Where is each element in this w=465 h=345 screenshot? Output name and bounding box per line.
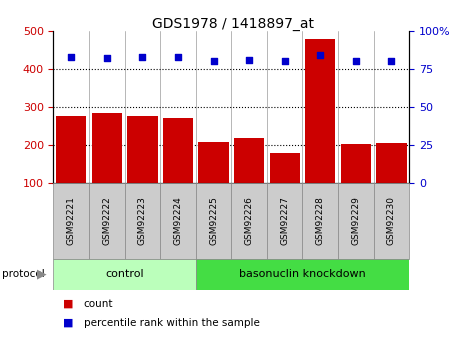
Bar — [267, 183, 303, 259]
Bar — [196, 259, 409, 290]
Point — [139, 54, 146, 60]
Point — [174, 54, 182, 60]
Bar — [53, 259, 196, 290]
Bar — [196, 183, 232, 259]
Text: percentile rank within the sample: percentile rank within the sample — [84, 318, 259, 327]
Bar — [127, 116, 158, 183]
Text: GSM92226: GSM92226 — [245, 196, 253, 245]
Bar — [53, 183, 89, 259]
Point — [246, 57, 253, 63]
Text: GDS1978 / 1418897_at: GDS1978 / 1418897_at — [152, 17, 313, 31]
Text: control: control — [105, 269, 144, 279]
Point — [281, 59, 288, 64]
Bar — [303, 183, 338, 259]
Text: ■: ■ — [63, 299, 73, 308]
Text: GSM92225: GSM92225 — [209, 196, 218, 245]
Text: protocol: protocol — [2, 269, 45, 279]
Point — [210, 59, 217, 64]
Bar — [305, 39, 335, 183]
Point — [67, 54, 75, 60]
Bar — [234, 138, 264, 183]
Bar — [163, 118, 193, 183]
Text: ▶: ▶ — [37, 268, 47, 281]
Text: GSM92227: GSM92227 — [280, 196, 289, 245]
Text: GSM92224: GSM92224 — [173, 196, 182, 245]
Bar — [338, 183, 374, 259]
Bar — [125, 183, 160, 259]
Point — [352, 59, 359, 64]
Bar — [160, 183, 196, 259]
Bar — [92, 114, 122, 183]
Text: GSM92223: GSM92223 — [138, 196, 147, 245]
Bar — [89, 183, 125, 259]
Text: count: count — [84, 299, 113, 308]
Bar — [341, 144, 371, 183]
Text: GSM92221: GSM92221 — [67, 196, 76, 245]
Text: GSM92230: GSM92230 — [387, 196, 396, 245]
Bar — [270, 153, 300, 183]
Text: basonuclin knockdown: basonuclin knockdown — [239, 269, 366, 279]
Bar — [232, 183, 267, 259]
Bar — [199, 142, 229, 183]
Point — [103, 56, 111, 61]
Bar — [56, 117, 86, 183]
Point — [317, 52, 324, 58]
Text: GSM92228: GSM92228 — [316, 196, 325, 245]
Point — [388, 59, 395, 64]
Bar — [376, 142, 406, 183]
Text: GSM92222: GSM92222 — [102, 196, 111, 245]
Text: GSM92229: GSM92229 — [352, 196, 360, 245]
Bar — [374, 183, 409, 259]
Text: ■: ■ — [63, 318, 73, 327]
